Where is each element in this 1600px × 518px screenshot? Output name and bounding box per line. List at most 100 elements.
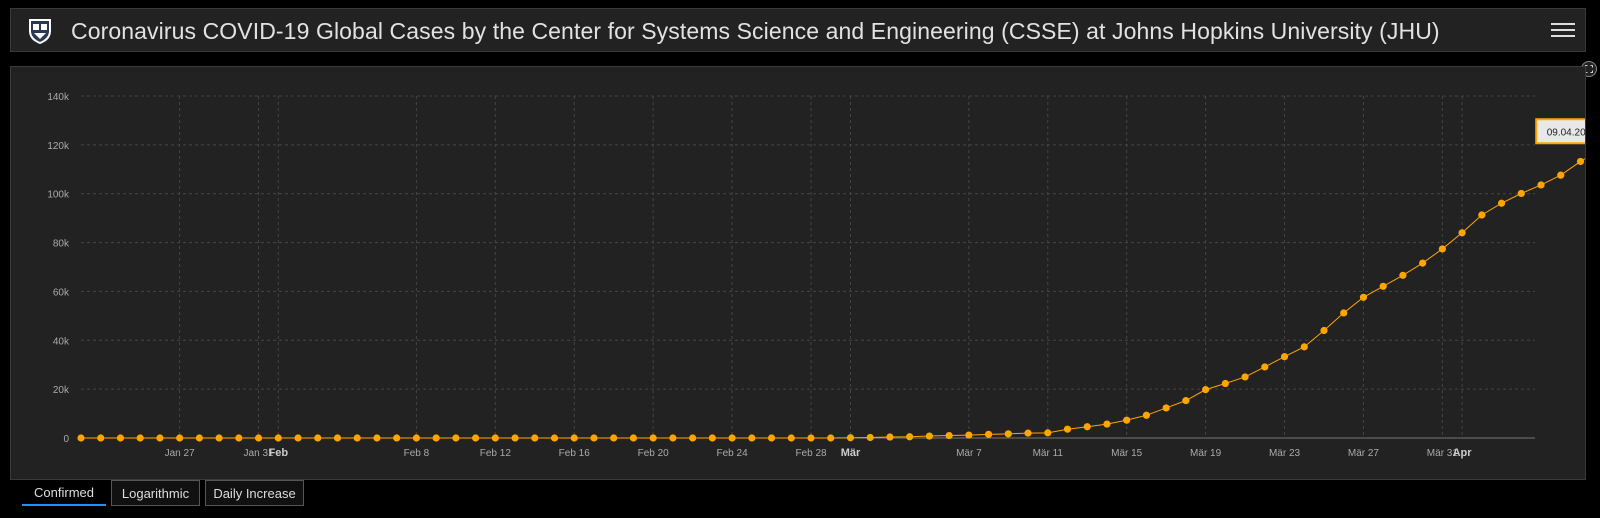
data-point (472, 434, 480, 442)
data-point (1438, 245, 1446, 253)
data-point (708, 434, 716, 442)
data-point (1359, 293, 1368, 301)
data-point (294, 434, 302, 442)
data-point (807, 434, 815, 442)
data-point (965, 431, 973, 439)
page-title: Coronavirus COVID-19 Global Cases by the… (71, 18, 1440, 44)
data-point (1221, 379, 1229, 388)
data-point (610, 434, 618, 442)
data-point (827, 434, 835, 442)
data-point (689, 434, 697, 442)
data-point (254, 434, 263, 442)
tab-confirmed[interactable]: Confirmed (22, 480, 106, 506)
app-header: Coronavirus COVID-19 Global Cases by the… (10, 8, 1586, 52)
data-point (531, 434, 539, 442)
data-point (1261, 363, 1269, 371)
data-point (373, 434, 381, 442)
data-point (1123, 416, 1131, 424)
data-point (1379, 282, 1387, 290)
data-point (1340, 309, 1348, 317)
x-tick-label: Feb 16 (559, 448, 591, 459)
x-tick-label: Mär 7 (956, 448, 982, 459)
data-point (945, 431, 953, 440)
data-point (748, 434, 756, 442)
data-point (1202, 386, 1210, 394)
data-point (1162, 404, 1170, 412)
data-point (1024, 429, 1032, 437)
x-tick-label: Feb 28 (795, 448, 827, 459)
data-point (1537, 181, 1545, 189)
data-point (1478, 211, 1486, 219)
tooltip-box (1535, 118, 1585, 145)
data-point (1576, 157, 1585, 166)
tab-logarithmic[interactable]: Logarithmic (111, 480, 200, 506)
series-line (81, 158, 1585, 439)
data-point (669, 434, 677, 442)
data-point (432, 434, 440, 442)
x-tick-label: Mär 27 (1348, 448, 1380, 459)
data-point (156, 434, 164, 442)
x-tick-label: Mär 15 (1111, 448, 1143, 459)
x-tick-label: Feb 8 (404, 448, 430, 459)
data-point (1458, 229, 1466, 237)
x-tick-label: Mär 19 (1190, 448, 1222, 459)
x-tick-label: Apr (1453, 447, 1473, 459)
data-point (1399, 271, 1407, 279)
data-point (1557, 171, 1565, 179)
tab-daily-increase[interactable]: Daily Increase (205, 480, 304, 506)
data-point (846, 434, 855, 442)
data-point (195, 434, 203, 442)
data-point (491, 434, 499, 442)
x-tick-label: Feb 24 (717, 448, 749, 459)
data-tooltip: 09.04.20:118,2k (1535, 118, 1585, 145)
data-point (1182, 397, 1190, 405)
x-tick-label: Feb (269, 447, 289, 459)
data-point (629, 434, 638, 442)
data-point (570, 434, 578, 442)
y-tick-label: 20k (53, 385, 70, 396)
y-tick-label: 100k (47, 190, 70, 201)
x-tick-label: Mär 31 (1427, 448, 1459, 459)
data-point (412, 434, 421, 442)
data-point (97, 434, 105, 442)
data-point (1320, 326, 1328, 335)
x-tick-label: Mär 11 (1033, 448, 1064, 459)
data-point (787, 434, 795, 442)
x-tick-label: Jan 31 (244, 448, 274, 459)
x-tick-label: Jan 27 (165, 448, 195, 459)
data-point (906, 433, 914, 441)
data-point (925, 432, 933, 440)
data-point (984, 430, 993, 438)
data-point (77, 434, 85, 442)
data-point (136, 434, 144, 442)
data-point (590, 434, 598, 442)
data-point (215, 434, 223, 442)
data-point (1300, 343, 1308, 351)
y-tick-label: 60k (53, 287, 70, 298)
x-tick-label: Mär 23 (1269, 448, 1301, 459)
data-point (1142, 411, 1151, 419)
tooltip-text: 09.04.20:118,2k (1547, 127, 1585, 138)
y-tick-label: 120k (47, 141, 70, 152)
data-point (1241, 373, 1249, 381)
data-point (235, 434, 243, 442)
data-point (116, 434, 125, 442)
data-point (767, 434, 776, 442)
data-point (333, 434, 342, 442)
data-point (1083, 423, 1091, 431)
data-point (1103, 420, 1111, 428)
data-point (274, 434, 282, 442)
hamburger-menu-icon[interactable] (1551, 19, 1575, 43)
data-point (1280, 353, 1289, 361)
chart-panel: 0 20k 40k 60k 80k 100k 120k 140k Jan 27 Jan 31 Feb… (10, 66, 1586, 480)
y-tick-label: 140k (47, 92, 70, 103)
data-point (452, 434, 460, 442)
data-point (550, 434, 559, 442)
data-point (314, 434, 322, 442)
data-point (1004, 430, 1012, 438)
data-point (511, 434, 519, 442)
jhu-shield-icon[interactable] (25, 16, 55, 46)
x-tick-label: Feb 12 (480, 448, 512, 459)
data-point (1497, 199, 1506, 207)
y-tick-label: 0 (63, 434, 69, 445)
